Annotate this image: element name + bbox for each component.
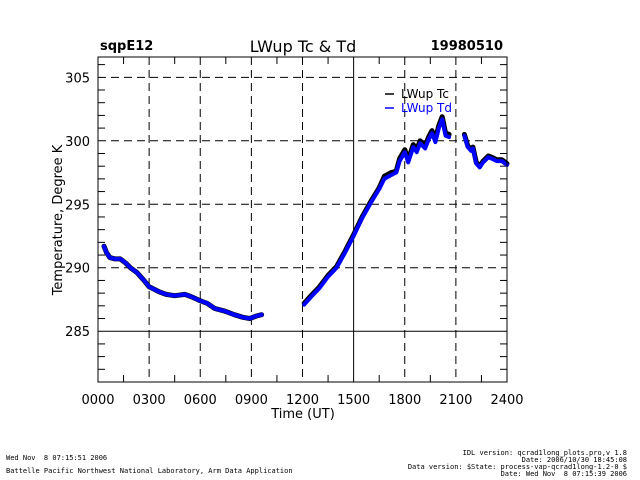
footer-institution: Battelle Pacific Northwest National Labo… [6,467,293,475]
y-tick-label: 290 [65,262,90,277]
x-tick-label: 0000 [81,393,114,408]
series-line-lwup-td [302,117,452,307]
x-tick-label: 2400 [490,393,523,408]
legend-label: LWup Tc [401,87,449,101]
y-tick-labels: 285 290 295 300 305 [65,71,90,340]
y-tick-label: 305 [65,71,90,86]
plot-frame [97,56,508,383]
site-label: sqpE12 [100,39,153,54]
chart-title: LWup Tc & Td [250,37,357,56]
y-tick-label: 300 [65,135,90,150]
series-line-lwup-tc [101,243,265,321]
x-tick-label: 1500 [337,393,370,408]
date-label: 19980510 [431,39,503,54]
y-tick-label: 295 [65,198,90,213]
x-tick-label: 1200 [286,393,319,408]
x-axis-label: Time (UT) [270,407,335,422]
series-line-lwup-td [462,133,509,170]
y-axis-label: Temperature, Degree K [51,144,66,296]
footer-data-version: Data version: $State: process-vap-qcrad1… [407,463,627,471]
legend-label: LWup Td [401,101,452,115]
footer-idl-version: IDL version: qcrad1long_plots.pro,v 1.8 [462,449,627,457]
grid-lines [98,57,507,382]
series-line-lwup-td [102,244,264,321]
y-tick-label: 285 [65,325,90,340]
x-tick-label: 0300 [133,393,166,408]
axis-ticks [98,57,507,383]
footer-data-date: Date: Wed Nov 8 07:15:39 2006 [500,470,627,478]
x-tick-label: 1800 [388,393,421,408]
footer-idl-date: Date: 2006/10/30 18:45:08 [521,456,627,464]
data-series [101,114,510,321]
x-tick-label: 0900 [235,393,268,408]
x-tick-labels: 0000 0300 0600 0900 1200 1500 1800 2100 2400 [81,393,523,408]
x-tick-label: 0600 [184,393,217,408]
footer-run-time: Wed Nov 8 07:15:51 2006 [6,454,108,462]
x-tick-label: 2100 [439,393,472,408]
